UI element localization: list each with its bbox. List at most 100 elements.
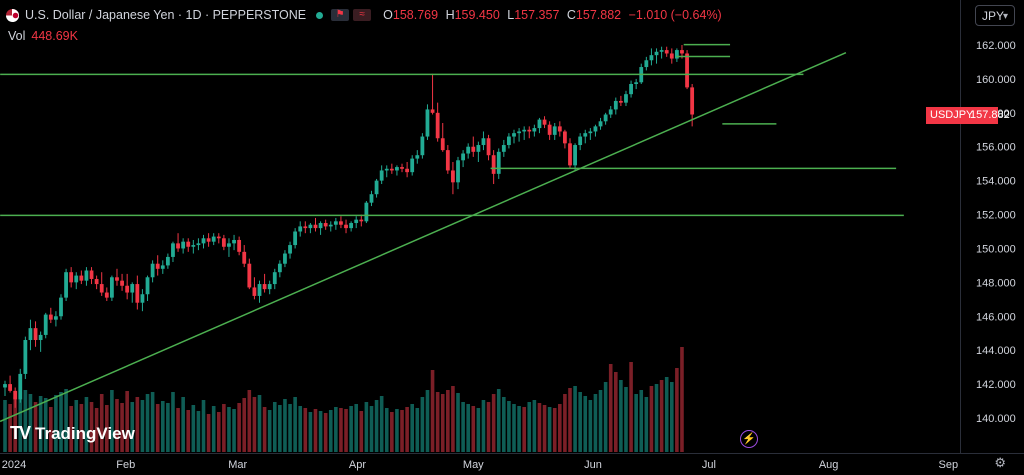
- volume-bar: [181, 397, 185, 452]
- candle-body: [654, 51, 659, 56]
- volume-bar: [410, 404, 414, 452]
- candle-body: [445, 150, 450, 171]
- candle-body: [99, 284, 104, 293]
- volume-bar: [456, 393, 460, 452]
- candle-body: [618, 100, 623, 103]
- volume-bar: [349, 406, 353, 452]
- settings-gear-icon[interactable]: ⚙: [994, 455, 1006, 470]
- volume-bar: [242, 398, 247, 452]
- volume-legend[interactable]: Vol 448.69K: [8, 29, 78, 43]
- volume-bar: [588, 400, 593, 452]
- volume-bar: [267, 410, 272, 452]
- volume-bar: [28, 394, 33, 452]
- volume-bar: [216, 412, 221, 452]
- time-axis-label: Apr: [349, 459, 366, 471]
- open-key: O: [383, 8, 393, 22]
- candle-body: [293, 231, 298, 246]
- volume-bar: [334, 407, 338, 452]
- volume-bar: [84, 397, 89, 452]
- ascending-trendline: [0, 51, 847, 423]
- volume-bar: [344, 409, 348, 452]
- volume-bar: [33, 402, 38, 452]
- volume-bar: [303, 408, 308, 452]
- high-key: H: [445, 8, 455, 22]
- volume-bar: [140, 400, 145, 452]
- volume-bar: [395, 409, 399, 452]
- volume-bar: [619, 380, 623, 452]
- price-axis-label: 156.000: [976, 142, 1016, 154]
- volume-bar: [166, 403, 170, 452]
- volume-bar: [211, 406, 216, 452]
- volume-bar: [659, 380, 664, 452]
- candle-body: [405, 168, 410, 173]
- candle-body: [196, 243, 201, 246]
- volume-bar: [339, 408, 343, 452]
- volume-bar: [547, 407, 552, 452]
- symbol-title[interactable]: U.S. Dollar / Japanese Yen · 1D · PEPPER…: [25, 8, 307, 22]
- volume-bar: [318, 411, 323, 452]
- currency-selector[interactable]: JPY: [975, 5, 1015, 27]
- volume-bar: [603, 382, 608, 452]
- volume-bar: [471, 406, 476, 452]
- candle-body: [252, 287, 257, 296]
- candle-body: [181, 241, 186, 249]
- volume-bar: [232, 409, 236, 452]
- volume-bar: [8, 404, 12, 452]
- volume-bar: [64, 389, 68, 452]
- volume-bar: [74, 400, 79, 452]
- tradingview-logo[interactable]: TV TradingView: [10, 423, 135, 444]
- volume-bar: [3, 400, 7, 452]
- candle-body: [461, 153, 465, 161]
- candle-body: [583, 133, 588, 137]
- volume-bar: [171, 392, 175, 452]
- volume-bar: [527, 402, 532, 452]
- candle-body: [542, 119, 547, 125]
- volume-bar: [496, 389, 501, 452]
- candle-body: [201, 238, 206, 244]
- volume-bar: [593, 394, 598, 452]
- volume-bar: [502, 397, 506, 452]
- volume-bar: [629, 362, 633, 452]
- volume-bar: [522, 407, 526, 452]
- candle-body: [109, 277, 114, 298]
- volume-bar: [115, 399, 119, 452]
- volume-bar: [384, 408, 389, 452]
- candle-body: [288, 245, 292, 254]
- sell-flag-icon[interactable]: ⚑: [331, 9, 350, 21]
- candle-body: [369, 194, 374, 203]
- volume-bar: [262, 407, 267, 452]
- candle-body: [227, 243, 231, 247]
- symbol-legend[interactable]: U.S. Dollar / Japanese Yen · 1D · PEPPER…: [6, 8, 726, 22]
- candle-body: [267, 284, 272, 290]
- price-axis-label: 152.000: [976, 210, 1016, 222]
- candle-body: [277, 263, 282, 273]
- candle-body: [145, 277, 150, 295]
- candle-body: [344, 224, 348, 229]
- lightning-icon[interactable]: ⚡: [740, 430, 758, 448]
- volume-bar: [94, 408, 99, 452]
- time-axis-label: Mar: [228, 459, 247, 471]
- wave-icon[interactable]: ≈: [353, 9, 372, 21]
- candle-body: [104, 292, 109, 298]
- volume-bar: [69, 406, 73, 452]
- volume-bar: [298, 406, 303, 452]
- candle-body: [155, 263, 160, 269]
- candle-body: [211, 236, 216, 242]
- candle-body: [435, 112, 440, 139]
- volume-bar: [105, 405, 109, 452]
- volume-bar: [145, 394, 150, 452]
- candle-body: [578, 136, 583, 146]
- candle-body: [481, 138, 486, 146]
- volume-bar: [49, 407, 53, 452]
- candle-body: [150, 263, 155, 278]
- candle-body: [216, 236, 221, 239]
- volume-bar: [278, 405, 282, 452]
- volume-bar: [293, 397, 297, 452]
- candle-body: [532, 128, 537, 132]
- candle-body: [43, 314, 48, 335]
- volume-bar: [675, 368, 679, 452]
- volume-bar: [649, 386, 654, 452]
- volume-label: Vol: [8, 29, 26, 43]
